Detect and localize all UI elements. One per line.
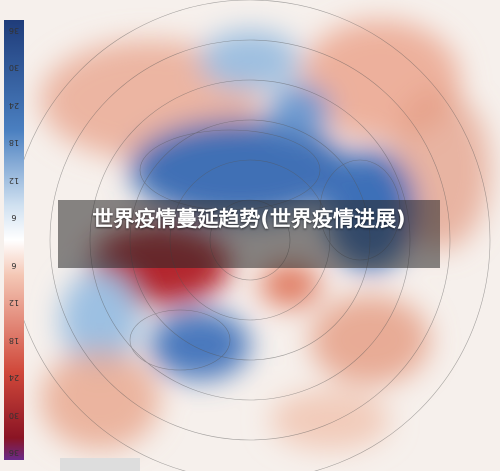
colorbar (4, 20, 24, 460)
title-overlay (58, 200, 440, 268)
title: 世界疫情蔓延趋势(世界疫情进展) (92, 207, 406, 231)
colorbar-label: 12 (8, 175, 20, 185)
colorbar-label: 24 (8, 373, 20, 383)
colorbar-label: 30 (8, 410, 20, 420)
colorbar-label: 18 (8, 335, 20, 345)
footer-strip (60, 458, 140, 471)
colorbar-label: 12 (8, 298, 20, 308)
field (40, 20, 490, 450)
colorbar-label: 6 (11, 260, 17, 270)
colorbar-label: 6 (11, 213, 17, 223)
colorbar-label: 36 (8, 26, 20, 35)
colorbar-label: 36 (8, 448, 20, 457)
colorbar-label: 30 (8, 63, 20, 73)
colorbar-label: 24 (8, 100, 20, 110)
colorbar-label: 18 (8, 138, 20, 148)
